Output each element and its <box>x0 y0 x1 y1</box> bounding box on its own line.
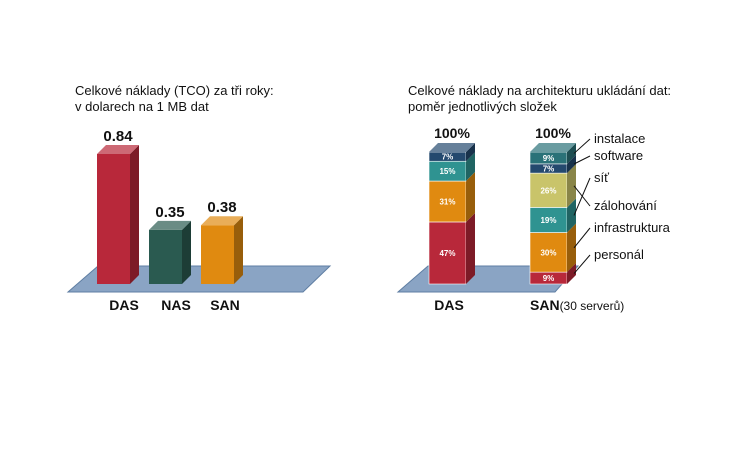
chart1-value-label-das: 0.84 <box>103 128 133 145</box>
chart2-title-line2: poměr jednotlivých složek <box>408 99 557 114</box>
chart2-legend-label-software: software <box>594 148 643 163</box>
chart2-segment-side-san-3 <box>567 164 576 208</box>
chart2-leader-síť <box>573 177 591 216</box>
chart2-segment-side-san-1 <box>567 223 576 273</box>
chart2-segment-side-das-3 <box>466 143 475 162</box>
chart2-segment-label-das-2: 15% <box>439 167 455 176</box>
chart2-segment-side-das-2 <box>466 152 475 182</box>
chart2-total-label-das: 100% <box>434 125 470 141</box>
chart1-value-label-san: 0.38 <box>207 199 236 216</box>
chart2-total-label-san: 100% <box>535 125 571 141</box>
chart1-value-label-nas: 0.35 <box>155 204 184 221</box>
chart2-leader-instalace <box>573 138 591 154</box>
chart2-segment-label-san-4: 7% <box>543 165 555 174</box>
chart1-bar-san <box>201 216 243 284</box>
chart2-legend-label-infrastruktura: infrastruktura <box>594 220 671 235</box>
chart2-segment-side-san-4 <box>567 154 576 174</box>
chart1-title-line1: Celkové náklady (TCO) za tři roky: <box>75 83 274 98</box>
chart1-category-label-san: SAN <box>210 297 240 313</box>
chart2-category-label-das: DAS <box>434 297 464 313</box>
chart2-segment-label-das-1: 31% <box>439 198 455 207</box>
chart2-leader-zálohování <box>573 185 591 207</box>
chart2-bar-top-das <box>429 143 475 152</box>
chart2-category-label-san: SAN(30 serverů) <box>530 297 624 313</box>
chart2-segment-side-san-2 <box>567 198 576 233</box>
chart2-category-label-san-suffix: (30 serverů) <box>560 299 625 313</box>
chart2-segment-san-1 <box>529 232 568 273</box>
chart2-segment-san-3 <box>529 172 568 208</box>
chart2-legend-label-instalace: instalace <box>594 131 645 146</box>
chart2-segment-label-das-0: 47% <box>439 249 455 258</box>
chart2-segment-label-san-2: 19% <box>540 216 556 225</box>
chart2-segment-das-0 <box>428 221 467 285</box>
chart2-leader-personál <box>573 254 591 274</box>
chart2-segment-side-san-0 <box>567 263 576 284</box>
chart2-segment-side-san-5 <box>567 143 576 164</box>
chart1-bar-das <box>97 145 139 284</box>
chart2-legend-label-síť: síť <box>594 170 609 185</box>
chart2-segment-san-2 <box>529 207 568 233</box>
chart2-segment-label-san-5: 9% <box>543 154 555 163</box>
chart2-segment-label-das-3: 7% <box>442 153 454 162</box>
chart2-bar-top-san <box>530 143 576 152</box>
chart2-segment-label-san-3: 26% <box>540 186 556 195</box>
chart2-segment-label-san-0: 9% <box>543 274 555 283</box>
chart1-title-line2: v dolarech na 1 MB dat <box>75 99 209 114</box>
chart2-segment-label-san-1: 30% <box>540 248 556 257</box>
chart1-category-label-das: DAS <box>109 297 139 313</box>
chart2-leader-software <box>573 155 591 165</box>
chart2-segment-side-das-1 <box>466 172 475 222</box>
chart2-legend-label-personál: personál <box>594 247 644 262</box>
chart2-legend-label-zálohování: zálohování <box>594 198 657 213</box>
chart2-segment-side-das-0 <box>466 212 475 284</box>
chart2-leader-infrastruktura <box>573 227 591 249</box>
chart2-category-label-san-name: SAN <box>530 297 560 313</box>
chart1-category-label-nas: NAS <box>161 297 191 313</box>
chart2-segment-das-1 <box>428 180 467 223</box>
chart1-bar-nas <box>149 220 191 284</box>
chart2-title-line1: Celkové náklady na architekturu ukládání… <box>408 83 672 98</box>
